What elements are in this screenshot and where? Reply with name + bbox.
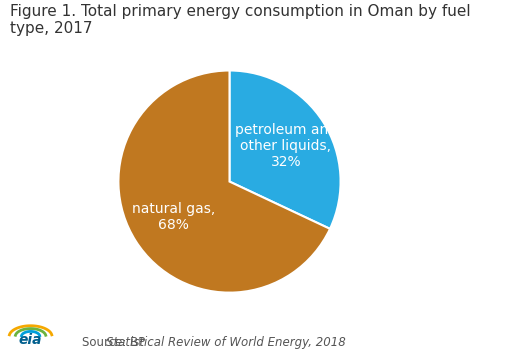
- Text: Statistical Review of World Energy, 2018: Statistical Review of World Energy, 2018: [106, 336, 345, 349]
- Text: petroleum and
other liquids,
32%: petroleum and other liquids, 32%: [234, 123, 336, 169]
- Wedge shape: [229, 70, 340, 229]
- Text: eia: eia: [19, 333, 42, 347]
- Text: Figure 1. Total primary energy consumption in Oman by fuel
type, 2017: Figure 1. Total primary energy consumpti…: [10, 4, 470, 36]
- Text: Source: BP: Source: BP: [81, 336, 148, 349]
- Text: natural gas,
68%: natural gas, 68%: [131, 202, 214, 232]
- Wedge shape: [118, 70, 329, 293]
